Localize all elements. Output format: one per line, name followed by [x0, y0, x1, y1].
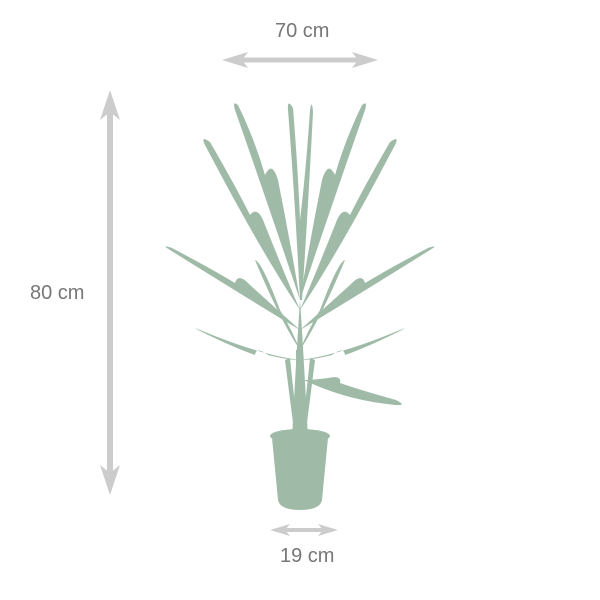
top-width-label: 70 cm	[275, 20, 329, 43]
pot-width-label: 19 cm	[280, 545, 334, 568]
dimension-diagram: 80 cm 70 cm 19 cm	[0, 0, 600, 600]
pot-width-arrow-icon	[0, 0, 600, 600]
height-label: 80 cm	[30, 282, 84, 305]
